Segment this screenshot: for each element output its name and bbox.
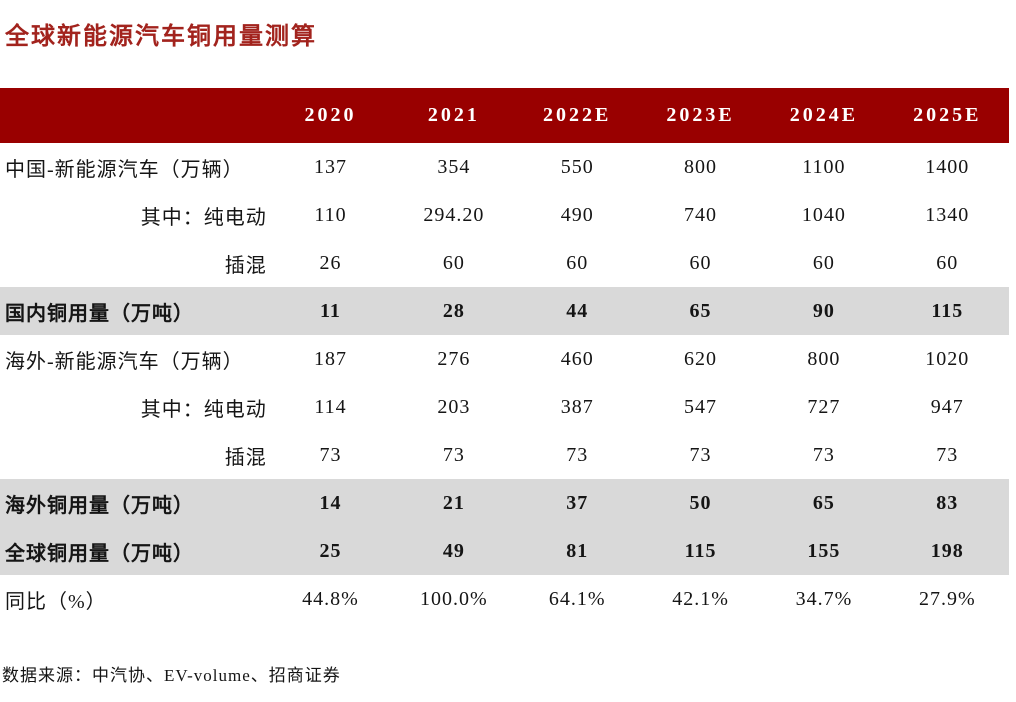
table-cell: 547 xyxy=(684,395,718,418)
table-row: 海外-新能源汽车（万辆） 187 276 460 620 800 1020 xyxy=(0,335,1009,383)
table-cell: 740 xyxy=(684,203,718,226)
table-cell: 11 xyxy=(268,287,393,335)
column-header: 2022E xyxy=(515,88,639,143)
table-row: 其中：纯电动 114 203 387 547 727 947 xyxy=(0,383,1009,431)
table-cell: 60 xyxy=(812,251,835,274)
table-cell: 1340 xyxy=(925,203,970,226)
table-cell: 115 xyxy=(638,527,763,575)
table-cell: 800 xyxy=(807,347,841,370)
column-header: 2021 xyxy=(392,88,516,143)
table-cell: 28 xyxy=(392,287,516,335)
table-cell: 1020 xyxy=(925,347,970,370)
table-header: 2020 2021 2022E 2023E 2024E 2025E xyxy=(0,88,1009,143)
table-cell: 354 xyxy=(437,155,471,178)
table-row: 插混 26 60 60 60 60 60 xyxy=(0,239,1009,287)
table-cell: 73 xyxy=(319,443,342,466)
table-row: 其中：纯电动 110 294.20 490 740 1040 1340 xyxy=(0,191,1009,239)
table-cell: 50 xyxy=(638,479,763,527)
row-label: 海外铜用量（万吨） xyxy=(0,479,269,527)
table-cell: 60 xyxy=(566,251,589,274)
table-cell: 110 xyxy=(314,203,347,226)
column-header: 2025E xyxy=(885,88,1009,143)
copper-usage-table: 2020 2021 2022E 2023E 2024E 2025E 中国-新能源汽车（万辆… xyxy=(0,88,1009,623)
table-cell: 800 xyxy=(684,155,718,178)
table-cell: 37 xyxy=(515,479,639,527)
row-label: 同比（%） xyxy=(5,590,107,613)
table-row: 全球铜用量（万吨） 25 49 81 115 155 198 xyxy=(0,527,1009,575)
table-cell: 490 xyxy=(560,203,594,226)
table-cell: 947 xyxy=(930,395,964,418)
row-label: 插混 xyxy=(224,446,267,469)
table-cell: 49 xyxy=(392,527,516,575)
table-cell: 60 xyxy=(689,251,712,274)
table-cell: 64.1% xyxy=(548,587,606,610)
table-row: 中国-新能源汽车（万辆） 137 354 550 800 1100 1400 xyxy=(0,143,1009,191)
table-row: 插混 73 73 73 73 73 73 xyxy=(0,431,1009,479)
column-header: 2020 xyxy=(268,88,393,143)
table-cell: 73 xyxy=(689,443,712,466)
table-cell: 73 xyxy=(566,443,589,466)
row-label: 插混 xyxy=(224,254,267,277)
table-cell: 14 xyxy=(268,479,393,527)
table-cell: 73 xyxy=(936,443,959,466)
column-header: 2023E xyxy=(638,88,763,143)
row-label: 海外-新能源汽车（万辆） xyxy=(5,350,244,373)
table-cell: 44.8% xyxy=(302,587,359,610)
table-cell: 44 xyxy=(515,287,639,335)
table-cell: 1400 xyxy=(925,155,970,178)
table-cell: 187 xyxy=(313,347,347,370)
table-cell: 21 xyxy=(392,479,516,527)
table-cell: 60 xyxy=(442,251,465,274)
table-cell: 83 xyxy=(885,479,1009,527)
table-cell: 198 xyxy=(885,527,1009,575)
data-source-note: 数据来源：中汽协、EV-volume、招商证券 xyxy=(2,666,341,685)
table-cell: 25 xyxy=(268,527,393,575)
table-cell: 90 xyxy=(762,287,886,335)
table-cell: 65 xyxy=(762,479,886,527)
table-row: 海外铜用量（万吨） 14 21 37 50 65 83 xyxy=(0,479,1009,527)
table-cell: 203 xyxy=(437,395,471,418)
table-cell: 60 xyxy=(936,251,959,274)
corner-cell xyxy=(0,88,269,143)
table-cell: 65 xyxy=(638,287,763,335)
table-row: 同比（%） 44.8% 100.0% 64.1% 42.1% 34.7% 27.9% xyxy=(0,575,1009,623)
table-cell: 100.0% xyxy=(420,587,488,610)
table-cell: 460 xyxy=(560,347,594,370)
table-cell: 294.20 xyxy=(423,203,485,226)
table-cell: 115 xyxy=(885,287,1009,335)
row-label: 中国-新能源汽车（万辆） xyxy=(5,158,244,181)
table-cell: 276 xyxy=(437,347,471,370)
table-cell: 81 xyxy=(515,527,639,575)
row-label: 其中：纯电动 xyxy=(140,398,267,421)
table-cell: 620 xyxy=(684,347,718,370)
table-row: 国内铜用量（万吨） 11 28 44 65 90 115 xyxy=(0,287,1009,335)
table-cell: 26 xyxy=(319,251,342,274)
table-cell: 73 xyxy=(442,443,465,466)
table-body: 中国-新能源汽车（万辆） 137 354 550 800 1100 1400 其中：纯电动 11… xyxy=(0,143,1009,623)
page-title: 全球新能源汽车铜用量测算 xyxy=(5,24,317,50)
table-cell: 727 xyxy=(807,395,841,418)
header-row: 2020 2021 2022E 2023E 2024E 2025E xyxy=(0,88,1009,143)
row-label: 全球铜用量（万吨） xyxy=(0,527,269,575)
column-header: 2024E xyxy=(762,88,886,143)
table-cell: 34.7% xyxy=(795,587,853,610)
table-cell: 73 xyxy=(812,443,835,466)
table-cell: 114 xyxy=(314,395,347,418)
table-cell: 155 xyxy=(762,527,886,575)
table-cell: 42.1% xyxy=(672,587,729,610)
table-cell: 137 xyxy=(313,155,347,178)
table-cell: 1100 xyxy=(802,155,846,178)
row-label: 国内铜用量（万吨） xyxy=(0,287,269,335)
table-cell: 27.9% xyxy=(918,587,976,610)
row-label: 其中：纯电动 xyxy=(140,206,267,229)
table-cell: 550 xyxy=(560,155,594,178)
table-cell: 387 xyxy=(560,395,594,418)
table-cell: 1040 xyxy=(801,203,846,226)
